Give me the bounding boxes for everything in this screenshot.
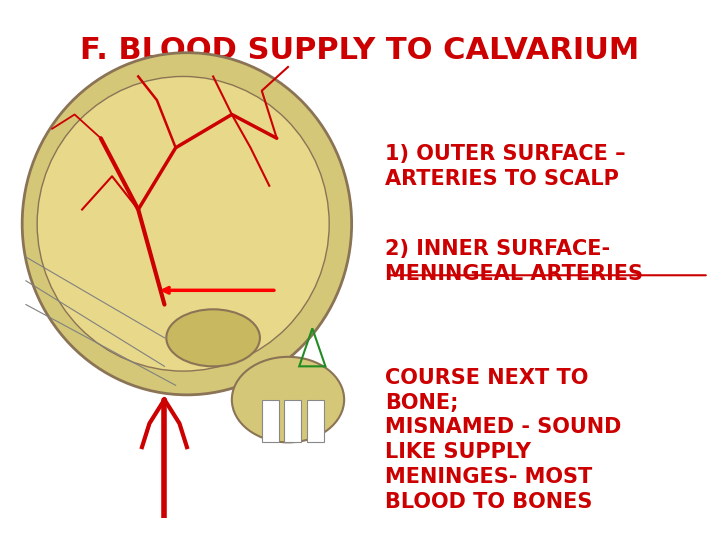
Ellipse shape (166, 309, 260, 366)
Text: F. BLOOD SUPPLY TO CALVARIUM: F. BLOOD SUPPLY TO CALVARIUM (81, 36, 639, 65)
Text: COURSE NEXT TO
BONE;
MISNAMED - SOUND
LIKE SUPPLY
MENINGES- MOST
BLOOD TO BONES: COURSE NEXT TO BONE; MISNAMED - SOUND LI… (385, 368, 621, 512)
Text: 2) INNER SURFACE-
MENINGEAL ARTERIES: 2) INNER SURFACE- MENINGEAL ARTERIES (385, 239, 643, 284)
Text: 1) OUTER SURFACE –
ARTERIES TO SCALP: 1) OUTER SURFACE – ARTERIES TO SCALP (385, 144, 626, 189)
Bar (307, 400, 323, 442)
Bar (284, 400, 301, 442)
Ellipse shape (232, 357, 344, 442)
Ellipse shape (37, 77, 329, 371)
Ellipse shape (22, 53, 351, 395)
Bar (262, 400, 279, 442)
